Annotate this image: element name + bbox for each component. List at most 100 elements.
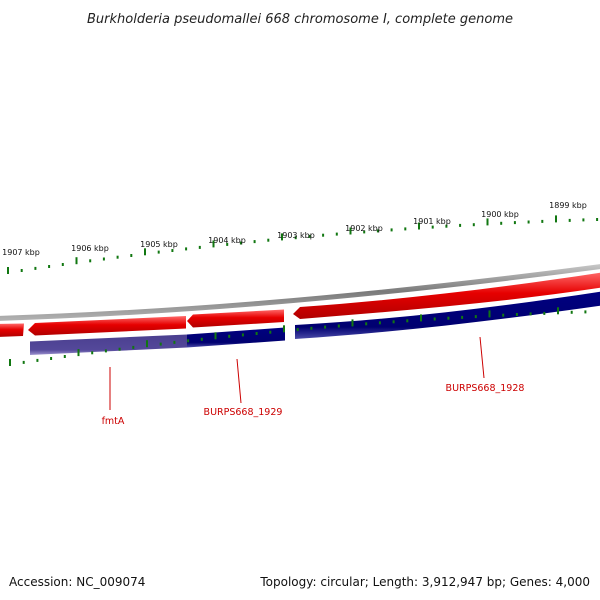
- minor-scale-tick: [570, 310, 573, 314]
- minor-scale-tick: [568, 218, 571, 222]
- minor-scale-tick: [267, 238, 270, 242]
- scale-label-1907: 1907 kbp: [2, 248, 40, 257]
- BURPS668-1928-feature: [295, 291, 600, 339]
- minor-scale-tick: [308, 234, 311, 238]
- minor-scale-tick: [406, 319, 409, 323]
- major-scale-tick: [418, 222, 420, 230]
- minor-scale-tick: [226, 242, 229, 246]
- minor-scale-tick: [255, 332, 258, 335]
- reverse-strand-track: [30, 291, 600, 355]
- minor-scale-tick: [584, 310, 587, 314]
- major-scale-tick: [214, 332, 217, 340]
- minor-scale-tick: [63, 355, 66, 358]
- minor-scale-tick: [159, 342, 162, 346]
- minor-scale-tick: [324, 325, 327, 329]
- major-scale-tick: [555, 215, 557, 223]
- minor-scale-tick: [337, 324, 340, 328]
- minor-scale-tick: [118, 347, 121, 351]
- major-scale-tick: [488, 310, 491, 318]
- major-scale-tick: [9, 359, 11, 366]
- gene-label-BURPS668-1928: BURPS668_1928: [446, 383, 525, 394]
- minor-scale-tick: [500, 221, 503, 225]
- scale-label-1906: 1906 kbp: [71, 244, 109, 253]
- accession-label: Accession: NC_009074: [9, 575, 145, 589]
- minor-scale-tick: [228, 334, 231, 338]
- scale-label-1904: 1904 kbp: [208, 236, 246, 245]
- minor-scale-tick: [130, 254, 133, 257]
- minor-scale-tick: [378, 321, 381, 325]
- minor-scale-tick: [433, 317, 436, 321]
- minor-scale-tick: [447, 316, 450, 320]
- forward-feature: [28, 316, 186, 336]
- minor-scale-tick: [173, 340, 176, 344]
- minor-scale-tick: [198, 245, 201, 249]
- minor-scale-tick: [185, 247, 188, 251]
- forward-strand-track: [0, 272, 600, 337]
- gene-labels: fmtA BURPS668_1929 BURPS668_1928: [102, 383, 525, 427]
- minor-scale-tick: [392, 320, 395, 324]
- minor-scale-tick: [459, 223, 462, 227]
- minor-scale-tick: [34, 266, 37, 270]
- minor-scale-tick: [474, 315, 477, 319]
- gene-leader-lines: [109, 336, 485, 410]
- minor-scale-tick: [157, 250, 160, 254]
- genome-backbone: [0, 264, 600, 321]
- major-scale-tick: [144, 248, 146, 256]
- map-title: Burkholderia pseudomallei 668 chromosome…: [87, 12, 513, 27]
- forward-feature: [293, 272, 600, 319]
- major-scale-tick: [420, 314, 422, 322]
- minor-scale-tick: [22, 360, 25, 364]
- scale-label-1902: 1902 kbp: [345, 224, 383, 233]
- scale-labels: 1907 kbp 1906 kbp 1905 kbp 1904 kbp 1903…: [2, 201, 587, 257]
- major-scale-tick: [7, 267, 9, 274]
- major-scale-tick: [486, 218, 489, 226]
- minor-scale-tick: [294, 236, 297, 240]
- minor-scale-tick: [515, 313, 518, 316]
- major-scale-tick: [349, 227, 352, 235]
- major-scale-tick: [557, 307, 559, 315]
- minor-scale-tick: [187, 339, 190, 343]
- minor-scale-tick: [200, 337, 203, 341]
- minor-scale-tick: [431, 225, 434, 229]
- minor-scale-tick: [132, 345, 135, 349]
- BURPS668-1928-leader-line: [479, 336, 485, 379]
- gene-label-fmtA: fmtA: [102, 416, 125, 427]
- outer-scale-ticks: [7, 215, 599, 274]
- minor-scale-tick: [543, 311, 546, 315]
- minor-scale-tick: [472, 223, 475, 227]
- scale-label-1900: 1900 kbp: [481, 210, 519, 219]
- minor-scale-tick: [582, 218, 585, 222]
- forward-feature: [187, 309, 284, 328]
- inner-scale-ticks: [9, 307, 587, 366]
- major-scale-tick: [351, 319, 354, 327]
- minor-scale-tick: [36, 358, 39, 362]
- major-scale-tick: [212, 240, 215, 248]
- BURPS668-1929-feature: [187, 327, 285, 348]
- minor-scale-tick: [541, 219, 544, 223]
- minor-scale-tick: [116, 255, 119, 259]
- minor-scale-tick: [269, 330, 272, 334]
- forward-feature: [0, 323, 24, 337]
- minor-scale-tick: [335, 232, 338, 236]
- genome-summary: Topology: circular; Length: 3,912,947 bp…: [259, 575, 590, 589]
- minor-scale-tick: [529, 312, 532, 316]
- scale-label-1903: 1903 kbp: [277, 231, 315, 240]
- minor-scale-tick: [365, 322, 368, 326]
- minor-scale-tick: [445, 224, 448, 228]
- scale-label-1899: 1899 kbp: [549, 201, 587, 210]
- minor-scale-tick: [296, 328, 299, 332]
- minor-scale-tick: [363, 230, 366, 234]
- minor-scale-tick: [241, 333, 244, 337]
- major-scale-tick: [146, 340, 148, 348]
- minor-scale-tick: [102, 257, 105, 261]
- minor-scale-tick: [404, 227, 407, 231]
- major-scale-tick: [77, 349, 80, 357]
- minor-scale-tick: [61, 263, 64, 266]
- minor-scale-tick: [50, 357, 53, 360]
- minor-scale-tick: [376, 229, 379, 233]
- minor-scale-tick: [171, 249, 174, 252]
- minor-scale-tick: [89, 259, 92, 263]
- minor-scale-tick: [596, 218, 599, 221]
- major-scale-tick: [283, 325, 285, 333]
